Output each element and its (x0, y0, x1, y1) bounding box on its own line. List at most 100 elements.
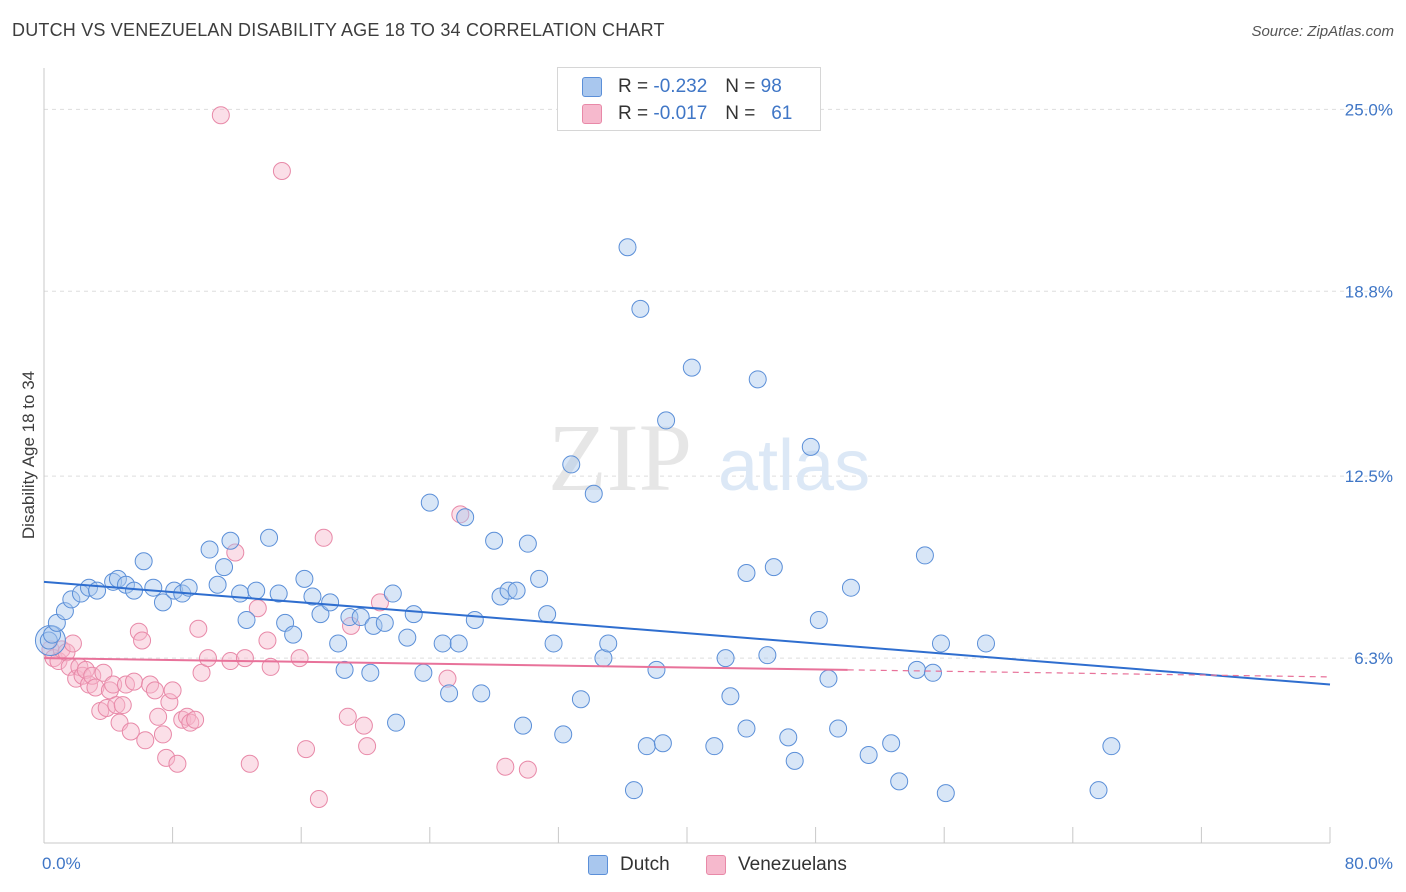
dutch-point (682, 358, 701, 377)
venezuelans-point (186, 710, 205, 729)
dutch-point (915, 546, 934, 565)
venezuelans-points (41, 106, 537, 808)
venezuelans-point (258, 631, 277, 650)
dutch-point (456, 508, 475, 527)
dutch-point (737, 564, 756, 583)
dutch-point (179, 578, 198, 597)
legend-n-label: N = (725, 76, 756, 97)
dutch-point (657, 411, 676, 430)
dutch-point (618, 238, 637, 257)
dutch-swatch (582, 77, 602, 97)
venezuelans-point (125, 672, 144, 691)
dutch-point (785, 751, 804, 770)
dutch-point (375, 613, 394, 632)
dutch-point (1089, 781, 1108, 800)
venezuelans-point (121, 722, 140, 741)
dutch-point (859, 745, 878, 764)
venezuelans-point (235, 649, 254, 668)
dutch-point (737, 719, 756, 738)
venezuelans-point (136, 731, 155, 750)
dutch-point (936, 784, 955, 803)
venezuelans-point (189, 619, 208, 638)
venezuelans-point (272, 161, 291, 180)
legend-r-value-venezuelans: -0.017 (653, 103, 708, 124)
dutch-points (34, 238, 1121, 803)
venezuelans-point (240, 754, 259, 773)
venezuelans-point (496, 757, 515, 776)
dutch-point (335, 660, 354, 679)
dutch-point (584, 484, 603, 503)
venezuelans-swatch (582, 104, 602, 124)
dutch-point (514, 716, 533, 735)
dutch-point (530, 569, 549, 588)
venezuelans-point (438, 669, 457, 688)
venezuelans-point (57, 643, 76, 662)
dutch-point (55, 602, 74, 621)
dutch-point (829, 719, 848, 738)
dutch-point (383, 584, 402, 603)
venezuelans-point (354, 716, 373, 735)
y-axis-label: Disability Age 18 to 34 (19, 371, 38, 539)
dutch-point (1102, 737, 1121, 756)
dutch-point (705, 737, 724, 756)
legend-row-dutch: R = -0.232 N = 98 (582, 74, 782, 100)
venezuelans-point (73, 666, 92, 685)
y-tick-label: 18.8% (1345, 282, 1393, 301)
venezuelans-point (141, 675, 160, 694)
venezuelans-point (211, 106, 230, 125)
venezuelans-point (113, 696, 132, 715)
dutch-point (907, 660, 926, 679)
dutch-point (841, 578, 860, 597)
dutch-point (637, 737, 656, 756)
venezuelans-legend-swatch (706, 855, 726, 875)
dutch-point (485, 531, 504, 550)
venezuelans-point (518, 760, 537, 779)
legend-n-value-dutch: 98 (760, 76, 782, 97)
venezuelans-point (149, 707, 168, 726)
dutch-point (260, 528, 279, 547)
venezuelans-trend-extension (847, 669, 1331, 678)
dutch-point (39, 631, 58, 650)
dutch-point (758, 646, 777, 665)
chart-title: DUTCH VS VENEZUELAN DISABILITY AGE 18 TO… (12, 20, 665, 40)
legend-row-venezuelans: R = -0.017 N = 61 (582, 101, 792, 127)
venezuelans-point (160, 693, 179, 712)
dutch-point (329, 634, 348, 653)
dutch-legend-swatch (588, 855, 608, 875)
dutch-point (721, 687, 740, 706)
dutch-point (414, 663, 433, 682)
dutch-point (931, 634, 950, 653)
dutch-point (599, 634, 618, 653)
venezuelans-point (451, 505, 470, 524)
watermark: ZIP atlas (548, 404, 870, 511)
dutch-point (321, 593, 340, 612)
dutch-point (231, 584, 250, 603)
venezuelans-point (226, 543, 245, 562)
dutch-point (134, 552, 153, 571)
dutch-point (465, 610, 484, 629)
venezuelans-point (163, 681, 182, 700)
dutch-point (303, 587, 322, 606)
source-label: Source: ZipAtlas.com (1251, 23, 1394, 40)
dutch-point (554, 725, 573, 744)
dutch-point (398, 628, 417, 647)
dutch-point (882, 734, 901, 753)
gridlines (44, 108, 1393, 659)
stats-legend: R = -0.232 N = 98 R = -0.017 N = 61 (557, 67, 821, 131)
bottom-legend-venezuelans: Venezuelans (706, 852, 847, 878)
venezuelans-point (86, 678, 105, 697)
watermark-atlas: atlas (718, 426, 870, 506)
y-tick-label: 12.5% (1345, 467, 1393, 486)
venezuelans-point (314, 528, 333, 547)
venezuelans-point (290, 649, 309, 668)
dutch-point (420, 493, 439, 512)
legend-n-label: N = (725, 103, 756, 124)
dutch-point (153, 593, 172, 612)
venezuelans-point (83, 666, 102, 685)
x-tick-label-max: 80.0% (1345, 854, 1393, 873)
x-tick-label-min: 0.0% (42, 854, 81, 873)
bottom-legend-dutch: Dutch (588, 852, 670, 878)
dutch-point (43, 625, 62, 644)
dutch-point (433, 634, 452, 653)
